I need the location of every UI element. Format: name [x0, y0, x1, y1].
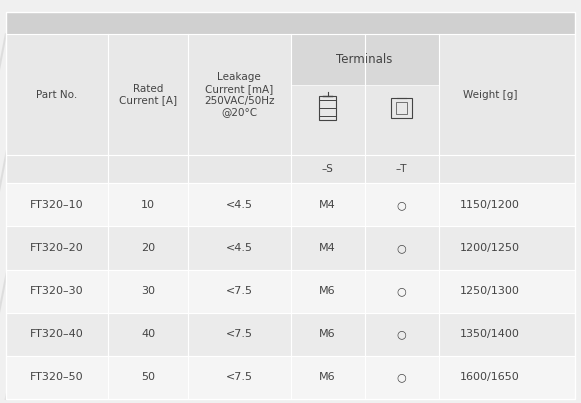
Text: <4.5: <4.5: [226, 200, 253, 210]
Text: 30: 30: [141, 286, 155, 296]
Text: Rated
Current [A]: Rated Current [A]: [119, 84, 177, 106]
Bar: [6, 313, 575, 356]
Bar: [6, 226, 575, 270]
Text: <7.5: <7.5: [226, 286, 253, 296]
Bar: [6, 34, 575, 155]
Text: ○: ○: [397, 372, 406, 382]
Text: M6: M6: [319, 372, 336, 382]
Text: 1250/1300: 1250/1300: [460, 286, 520, 296]
Text: Leakage
Current [mA]
250VAC/50Hz
@20°C: Leakage Current [mA] 250VAC/50Hz @20°C: [204, 72, 274, 117]
Text: –T: –T: [396, 164, 407, 174]
Text: FT320–20: FT320–20: [30, 243, 84, 253]
Text: 20: 20: [141, 243, 155, 253]
Bar: [6, 155, 575, 183]
Text: 10: 10: [141, 200, 155, 210]
Text: M4: M4: [319, 200, 336, 210]
Bar: [319, 96, 336, 120]
Text: FT320–50: FT320–50: [30, 372, 84, 382]
Text: M6: M6: [319, 286, 336, 296]
Text: <7.5: <7.5: [226, 372, 253, 382]
Text: ○: ○: [397, 329, 406, 339]
Text: ○: ○: [397, 286, 406, 296]
Text: 50: 50: [141, 372, 155, 382]
Text: 1350/1400: 1350/1400: [460, 329, 520, 339]
Bar: [6, 356, 575, 399]
Bar: [290, 34, 439, 85]
Text: <7.5: <7.5: [226, 329, 253, 339]
Text: 40: 40: [141, 329, 155, 339]
Text: 1150/1200: 1150/1200: [460, 200, 520, 210]
Text: FT320–30: FT320–30: [30, 286, 84, 296]
Bar: [396, 102, 407, 114]
Bar: [392, 98, 412, 118]
Text: Weight [g]: Weight [g]: [462, 90, 517, 100]
Text: ○: ○: [397, 243, 406, 253]
Text: Terminals: Terminals: [336, 53, 393, 66]
Text: 1200/1250: 1200/1250: [460, 243, 520, 253]
Text: FT320–10: FT320–10: [30, 200, 84, 210]
Text: M6: M6: [319, 329, 336, 339]
Text: FT320–40: FT320–40: [30, 329, 84, 339]
Text: M4: M4: [319, 243, 336, 253]
Text: <4.5: <4.5: [226, 243, 253, 253]
Text: Part No.: Part No.: [37, 90, 78, 100]
Text: ○: ○: [397, 200, 406, 210]
Bar: [6, 183, 575, 226]
Bar: [6, 270, 575, 313]
Bar: [6, 12, 575, 34]
Text: –S: –S: [321, 164, 333, 174]
Text: 1600/1650: 1600/1650: [460, 372, 519, 382]
